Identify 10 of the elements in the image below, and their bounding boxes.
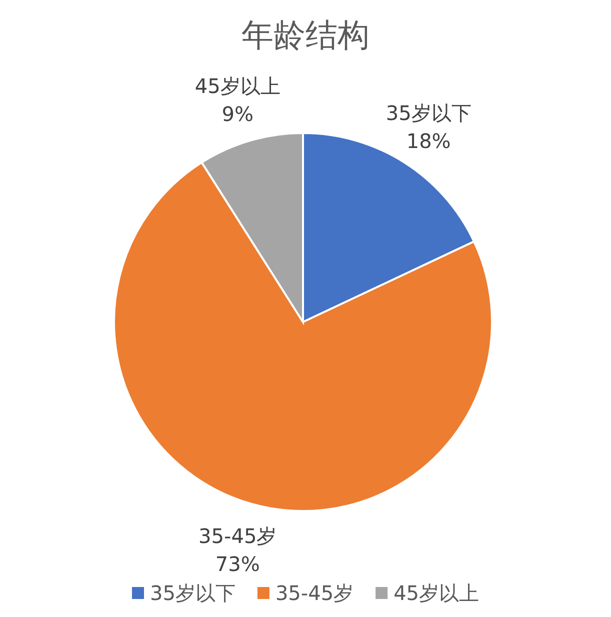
chart-title: 年龄结构 [242,16,370,54]
slice-label: 45岁以上 [194,74,280,98]
slice-label: 35-45岁 [198,524,277,548]
legend-label: 45岁以上 [394,581,480,605]
legend-label: 35岁以下 [150,581,236,605]
slice-label: 35岁以下 [386,101,472,126]
data-label: 18% [406,129,451,154]
legend-label: 35-45岁 [275,581,354,605]
data-label: 9% [222,102,254,126]
data-label: 73% [215,552,260,576]
